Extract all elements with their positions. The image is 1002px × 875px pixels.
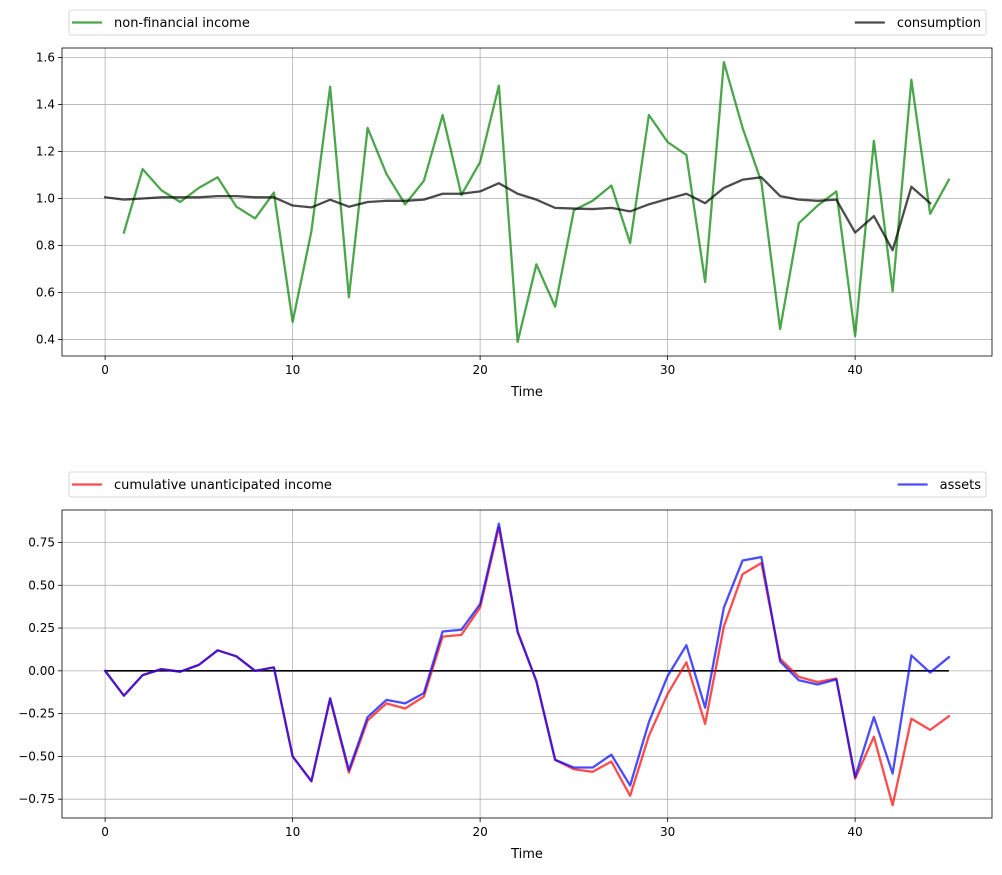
grid [62,510,992,818]
y-tick-label: −0.75 [18,792,55,806]
series-line-consumption [103,176,932,252]
legend-item: assets [897,478,982,493]
y-tick-label: 1.0 [36,191,55,205]
chart-panel-2: 0 10 20 30 40 −0.75 −0.50 −0.25 0.00 0.25 0.50 0.75… [18,471,993,862]
y-tick-label: 0.25 [28,621,55,635]
legend-label: consumption [897,16,981,31]
x-axis-label: Time [510,385,543,400]
legend: non-financial income consumption [68,9,987,36]
y-tick-label: 0.4 [36,333,55,347]
y-tick-label: 0.8 [36,238,55,252]
legend-item: cumulative unanticipated income [72,478,332,493]
x-tick-label: 40 [847,825,862,839]
x-tick-label: 0 [101,363,109,377]
legend-label: cumulative unanticipated income [114,478,332,493]
x-tick-label: 40 [847,363,862,377]
legend: cumulative unanticipated income assets [68,471,987,498]
y-tick-label: −0.50 [18,749,55,763]
x-tick-label: 10 [285,825,300,839]
y-tick-label: 1.2 [36,144,55,158]
legend-label: non-financial income [114,16,250,31]
x-axis-label: Time [510,847,543,862]
series-line-non-financial-income [122,60,951,344]
y-tick-label: 0.75 [28,536,55,550]
series-line-assets [103,522,951,787]
x-tick-label: 20 [472,363,487,377]
plot-frame [61,47,993,357]
y-tick-label: 1.6 [36,50,55,64]
x-tick-label: 30 [660,825,675,839]
chart-panel-1: 0 10 20 30 40 0.4 0.6 0.8 1.0 1.2 1.4 1.6 Time non-fi… [36,9,993,400]
legend-item: non-financial income [72,16,250,31]
y-tick-label: 0.00 [28,664,55,678]
y-tick-label: 0.50 [28,578,55,592]
legend-label: assets [940,478,982,493]
x-tick-label: 0 [101,825,109,839]
x-tick-label: 10 [285,363,300,377]
plot-frame [61,509,993,819]
x-tick-label: 20 [472,825,487,839]
x-tick-label: 30 [660,363,675,377]
legend-frame [68,471,987,498]
legend-item: consumption [854,16,981,31]
y-tick-label: 0.6 [36,286,55,300]
y-tick-label: 1.4 [36,97,55,111]
y-tick-label: −0.25 [18,707,55,721]
series-line-cumulative-unanticipated-income [103,525,951,807]
legend-frame [68,9,987,36]
